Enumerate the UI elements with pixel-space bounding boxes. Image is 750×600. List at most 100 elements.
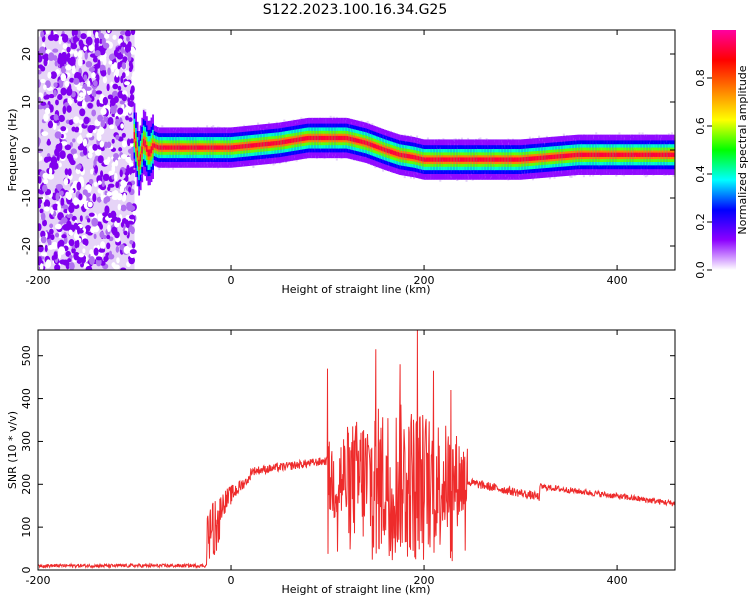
spectral-band xyxy=(298,137,301,142)
spectral-band xyxy=(139,154,142,162)
noise-blob xyxy=(58,229,62,239)
spectral-halo xyxy=(454,138,457,141)
noise-blob xyxy=(64,144,72,151)
spectral-halo xyxy=(409,135,412,138)
noise-blob xyxy=(86,30,92,37)
noise-blob xyxy=(62,33,69,43)
colorbar-tick-label: 0.8 xyxy=(694,69,707,87)
noise-blob xyxy=(73,197,79,206)
spectral-band xyxy=(397,152,400,157)
spectral-halo xyxy=(442,138,445,141)
noise-blob xyxy=(93,181,98,187)
spectral-band xyxy=(359,139,361,144)
spectral-halo xyxy=(589,174,592,177)
noise-blob xyxy=(111,173,115,180)
noise-blob xyxy=(113,62,118,70)
noise-blob xyxy=(58,142,63,152)
noise-blob xyxy=(111,191,117,197)
spectral-band xyxy=(627,152,630,157)
noise-blob xyxy=(97,114,104,122)
noise-blob xyxy=(107,94,114,100)
noise-blob xyxy=(121,132,126,138)
spectral-halo xyxy=(615,174,618,177)
spectral-band xyxy=(671,152,673,157)
spectral-band xyxy=(164,145,167,150)
noise-blob xyxy=(80,257,86,264)
noise-blob xyxy=(40,235,47,244)
noise-blob xyxy=(68,262,75,270)
spectral-band xyxy=(328,135,330,141)
noise-blob xyxy=(47,244,55,250)
spectral-band xyxy=(553,154,556,159)
noise-blob xyxy=(77,50,83,59)
spectral-band xyxy=(672,152,675,157)
noise-blob xyxy=(123,245,130,254)
noise-blob xyxy=(58,114,65,123)
noise-blob xyxy=(47,34,55,41)
noise-blob xyxy=(117,107,124,115)
spectral-band xyxy=(567,153,570,158)
noise-blob xyxy=(48,167,53,176)
spectral-band xyxy=(238,144,241,149)
spectral-halo xyxy=(295,159,298,162)
spectral-band xyxy=(498,157,500,162)
noise-blob xyxy=(58,162,62,168)
spectral-band xyxy=(366,141,369,146)
spectral-halo xyxy=(638,132,641,135)
noise-blob xyxy=(57,94,63,101)
noise-blob xyxy=(47,71,52,79)
spectral-band xyxy=(494,157,497,162)
spectral-halo xyxy=(133,167,136,170)
spectral-halo xyxy=(243,124,246,127)
noise-blob xyxy=(90,227,96,234)
spectral-band xyxy=(348,136,351,141)
spectral-halo xyxy=(413,177,416,180)
spectral-band xyxy=(357,138,360,144)
noise-blob xyxy=(42,184,48,193)
noise-blob xyxy=(129,239,134,245)
spectral-band xyxy=(437,157,440,162)
noise-blob xyxy=(74,30,78,37)
spectral-band xyxy=(252,143,255,148)
noise-blob xyxy=(67,192,72,201)
noise-blob xyxy=(40,212,46,221)
spectral-band xyxy=(654,152,656,157)
noise-blob xyxy=(128,100,135,107)
noise-blob xyxy=(38,137,41,147)
spectral-band xyxy=(176,145,179,150)
spectral-band xyxy=(646,152,649,157)
noise-blob xyxy=(73,153,78,159)
spectral-band xyxy=(192,145,195,150)
noise-blob xyxy=(45,30,50,35)
spectral-band xyxy=(281,140,284,145)
noise-blob xyxy=(128,117,133,122)
spectral-band xyxy=(640,152,642,157)
spectral-band xyxy=(481,157,483,162)
spectral-band xyxy=(291,138,293,143)
noise-blob xyxy=(38,148,43,153)
spectral-band xyxy=(493,157,496,162)
spectral-band xyxy=(621,152,624,157)
spectral-band xyxy=(459,157,462,162)
spectral-halo xyxy=(545,135,548,138)
noise-blob xyxy=(120,204,127,212)
spectral-band xyxy=(638,152,641,157)
spectral-band xyxy=(391,150,394,155)
noise-blob xyxy=(100,170,104,178)
noise-blob xyxy=(115,134,120,140)
noise-blob xyxy=(44,244,48,253)
noise-blob xyxy=(40,31,45,38)
snr-x-tick-label: 0 xyxy=(228,574,235,587)
spectral-band xyxy=(275,140,278,146)
noise-blob xyxy=(100,241,106,250)
spectral-band xyxy=(606,152,608,157)
noise-blob xyxy=(107,212,112,219)
noise-blob xyxy=(73,77,80,85)
spectral-band xyxy=(263,142,266,147)
spectral-halo xyxy=(644,175,647,178)
spectral-halo xyxy=(672,174,675,177)
snr-y-tick-label: 0 xyxy=(20,567,33,574)
spectral-band xyxy=(456,157,459,162)
snr-y-tick-label: 300 xyxy=(20,431,33,452)
noise-blob xyxy=(114,172,118,182)
